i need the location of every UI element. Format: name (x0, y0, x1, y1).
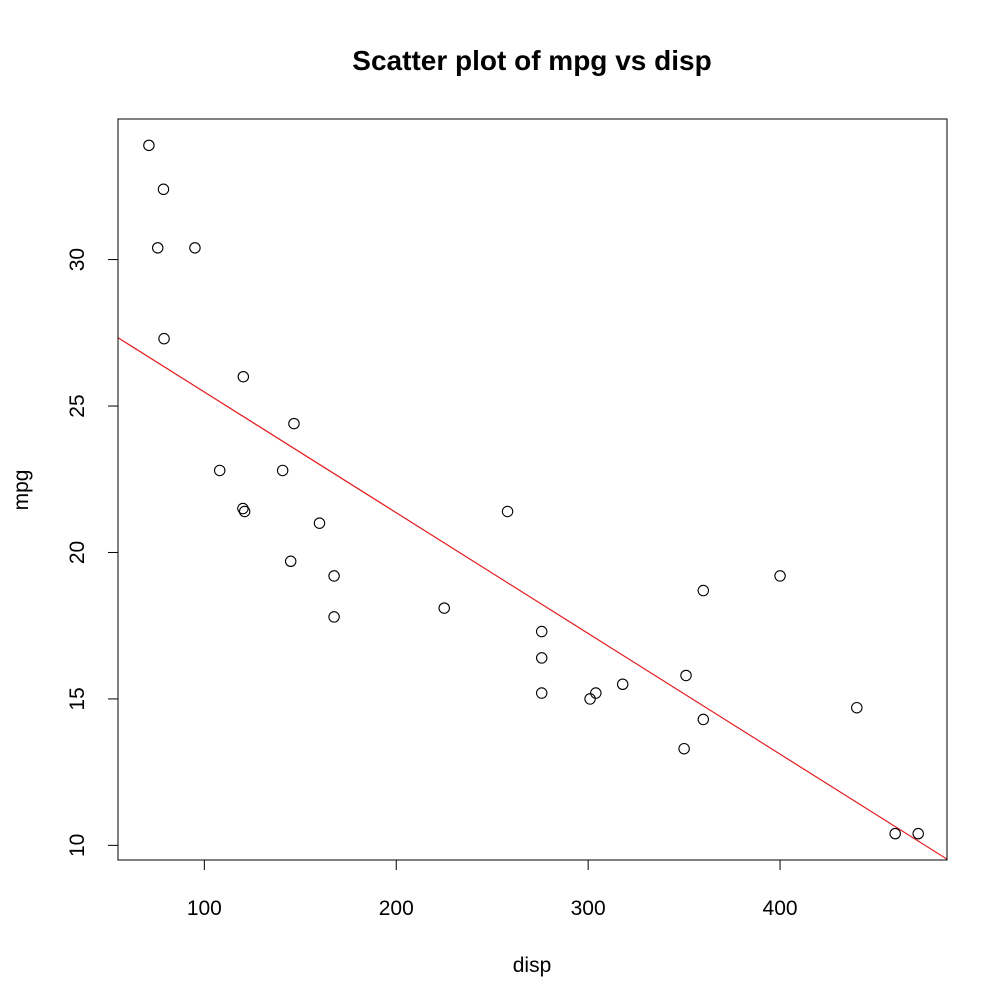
data-point (284, 555, 297, 568)
data-point (143, 139, 155, 152)
y-tick-label: 10 (66, 834, 89, 857)
data-point (680, 669, 692, 682)
data-point (328, 611, 340, 623)
data-point (678, 742, 690, 755)
data-point (237, 370, 250, 383)
data-point (213, 464, 226, 477)
x-axis: 100 200 300 400 (187, 859, 798, 920)
data-point (535, 625, 548, 638)
data-point (189, 242, 201, 254)
data-point (151, 242, 164, 254)
data-point (438, 602, 450, 614)
data-point (584, 693, 596, 705)
data-point (238, 505, 251, 518)
data-point (237, 502, 249, 515)
data-point (774, 570, 786, 582)
data-point (697, 584, 710, 597)
x-tick-label: 200 (379, 897, 414, 920)
x-axis-label: disp (513, 954, 552, 977)
data-point (288, 417, 300, 430)
data-point (328, 570, 340, 582)
data-point (276, 464, 289, 477)
data-point (590, 687, 602, 699)
data-point (851, 701, 863, 714)
data-point (535, 687, 548, 699)
data-point (157, 183, 170, 196)
data-point (313, 517, 326, 529)
x-tick-label: 100 (187, 897, 222, 920)
x-tick-label: 300 (571, 897, 606, 920)
y-tick-label: 15 (66, 687, 89, 710)
data-point (616, 678, 629, 691)
data-point (697, 713, 710, 726)
data-point (501, 505, 514, 518)
data-point (889, 827, 901, 840)
y-tick-label: 25 (66, 394, 89, 417)
x-tick-label: 400 (763, 897, 798, 920)
y-axis: 10 15 20 25 30 (66, 248, 119, 857)
data-point (535, 652, 548, 664)
y-axis-label: mpg (10, 470, 33, 511)
regression-line (118, 337, 947, 860)
y-tick-label: 20 (66, 541, 89, 564)
data-point (912, 827, 924, 840)
chart-title: Scatter plot of mpg vs disp (352, 45, 711, 76)
data-point (158, 332, 170, 345)
y-tick-label: 30 (66, 248, 89, 271)
plot-content (118, 139, 947, 860)
